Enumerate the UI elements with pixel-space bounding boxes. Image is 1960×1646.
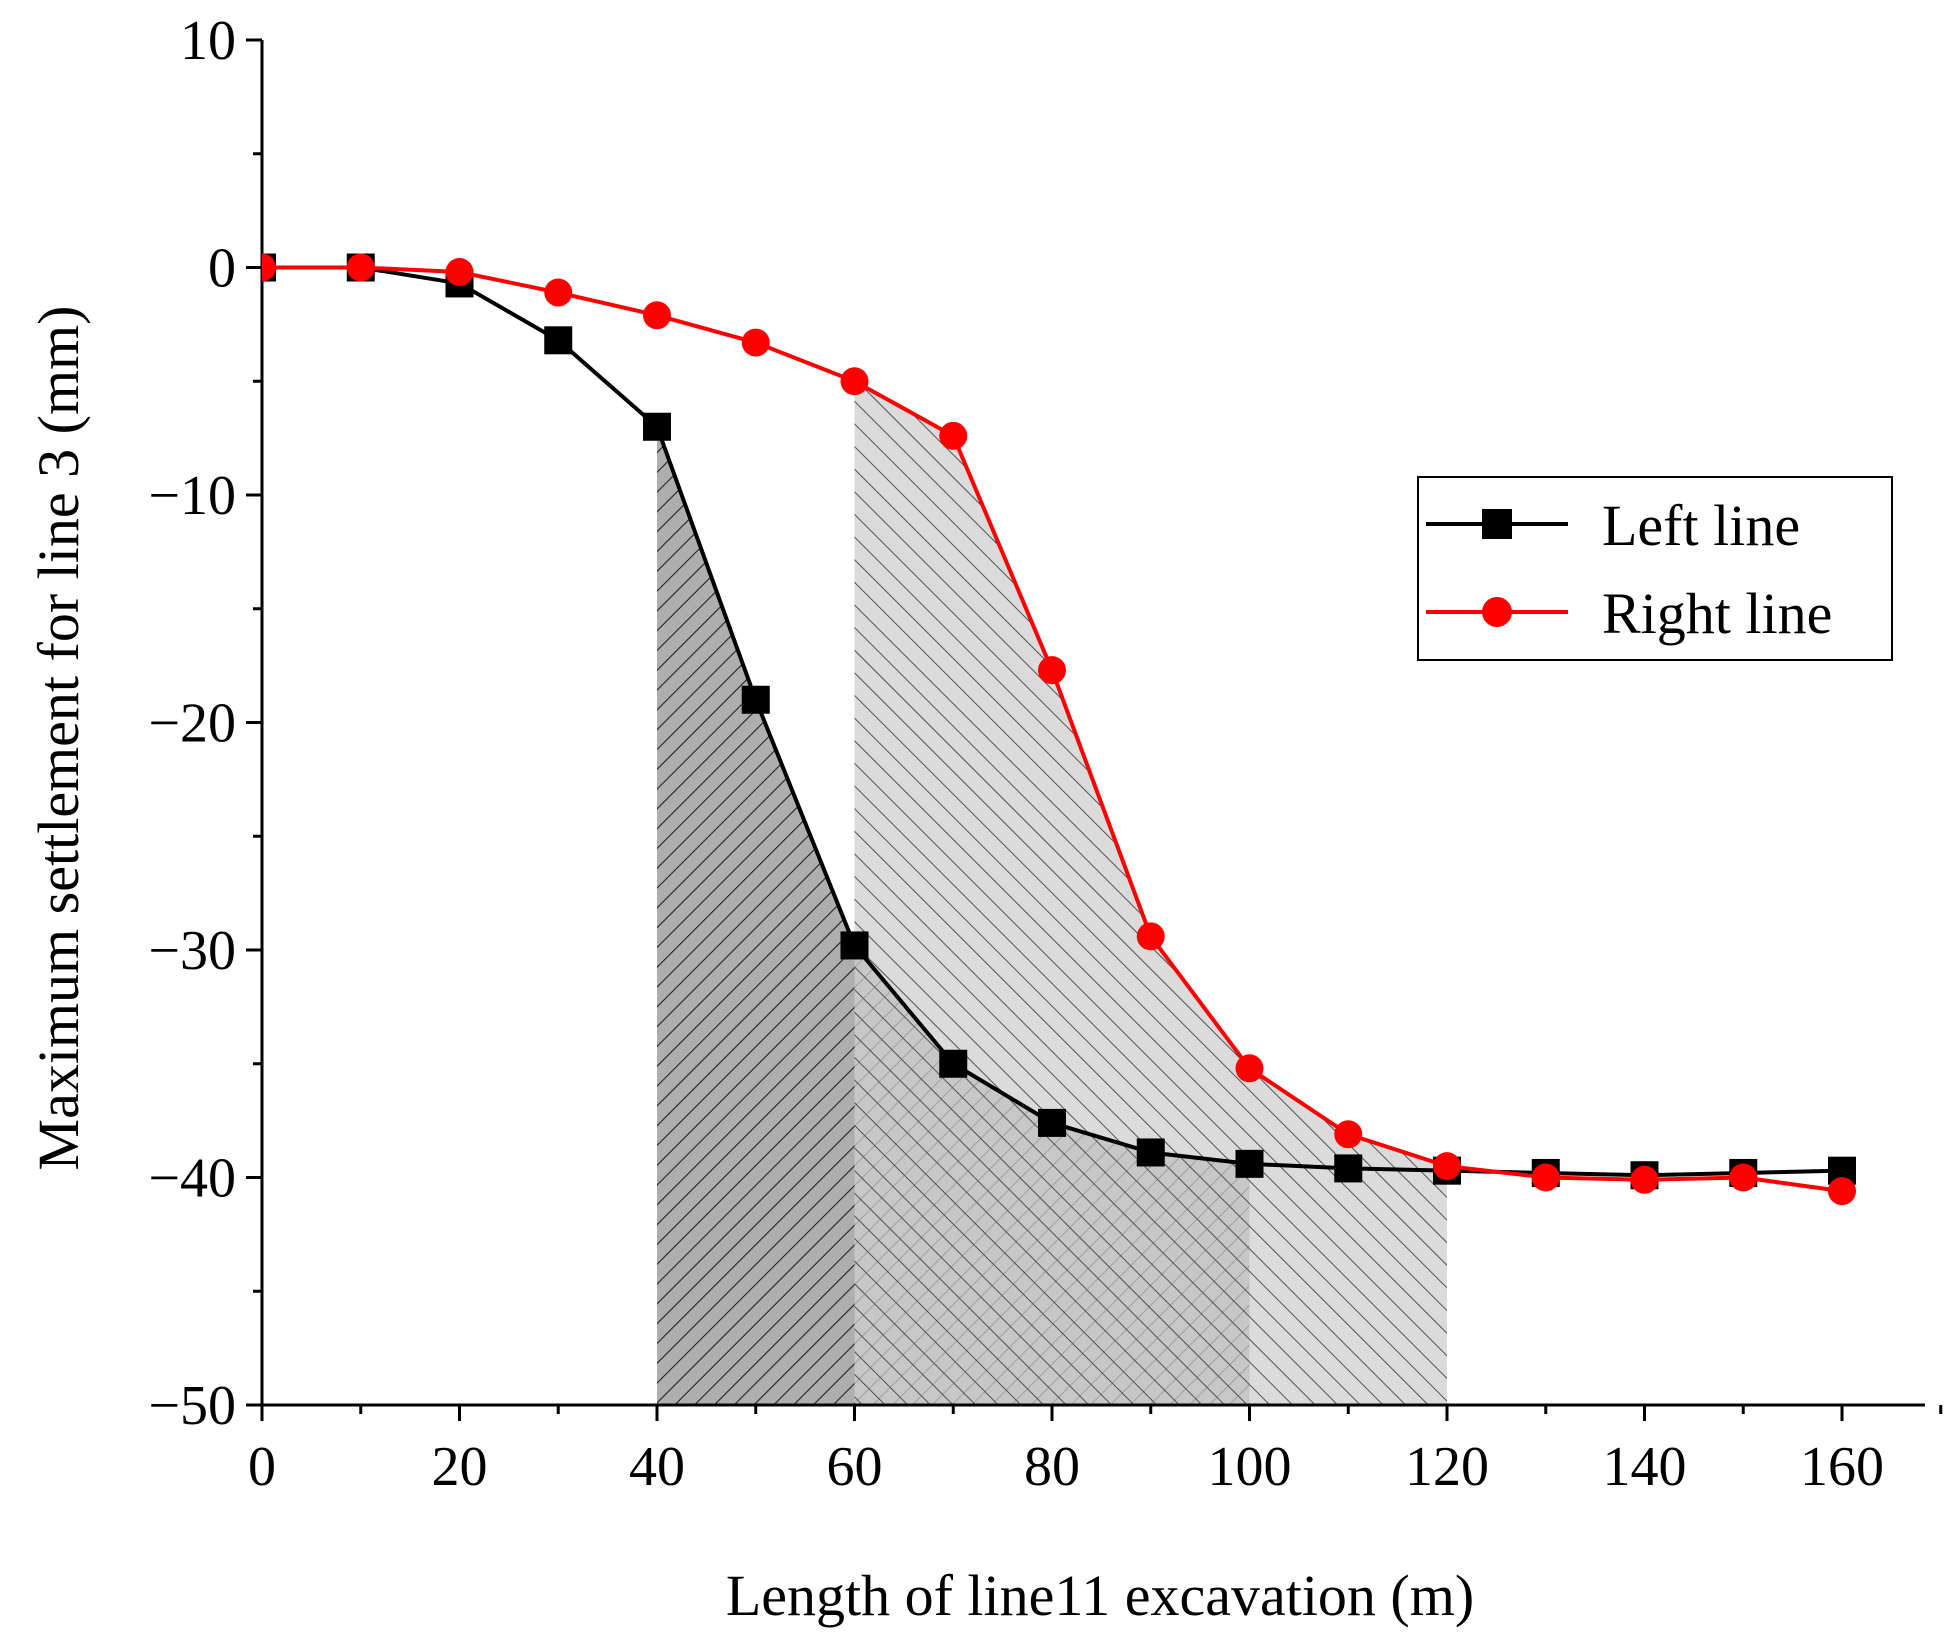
series-right-line [262,253,1856,1206]
x-tick-label: 160 [1800,1436,1884,1498]
shaded-regions [657,381,1447,1405]
y-tick-label: −10 [148,465,236,527]
data-point-circle [1334,1120,1363,1149]
data-point-square [1334,1154,1363,1183]
data-point-circle [1729,1163,1758,1192]
data-point-circle [1433,1152,1461,1181]
data-point-circle [1531,1163,1560,1192]
data-point-circle [262,253,276,282]
legend-marker-square [1482,509,1512,539]
x-tick-label: 100 [1208,1436,1292,1498]
x-tick-label: 40 [629,1436,685,1498]
data-point-circle [939,421,968,450]
data-point-square [939,1049,968,1078]
hatch-region-2 [854,381,1447,1405]
series-layer [262,253,1856,1206]
data-point-square [840,931,869,960]
y-tick-label: −50 [148,1375,236,1437]
x-tick-label: 140 [1603,1436,1687,1498]
y-tick-label: −40 [148,1148,236,1210]
data-point-square [741,685,770,714]
x-tick-label: 20 [432,1436,488,1498]
data-point-circle [1235,1054,1264,1083]
data-point-square [1136,1138,1165,1167]
y-tick-label: 0 [208,238,236,300]
data-point-square [544,326,573,355]
data-point-circle [741,328,770,357]
data-point-circle [1136,922,1165,951]
data-point-square [1235,1149,1264,1178]
data-point-circle [544,278,573,307]
legend-item-left-line: Left line [1426,493,1800,558]
data-point-square [643,412,671,441]
data-point-square [1038,1108,1066,1137]
y-axis-title: Maximum settlement for line 3 (mm) [26,306,91,1171]
data-point-circle [643,301,671,330]
x-tick-label: 60 [827,1436,883,1498]
x-axis-title: Length of line11 excavation (m) [726,1563,1474,1628]
x-tick-label: 0 [248,1436,276,1498]
x-tick-label: 80 [1024,1436,1080,1498]
data-point-circle [1038,656,1066,685]
legend-marker-circle [1482,597,1512,627]
data-point-circle [346,253,375,282]
data-point-circle [1630,1165,1659,1194]
x-tick-label: 120 [1405,1436,1489,1498]
y-tick-label: −20 [148,693,236,755]
y-tick-label: −30 [148,920,236,982]
data-point-circle [1828,1177,1856,1206]
legend-label-right-line: Right line [1602,581,1832,646]
legend: Left line Right line [1417,476,1893,661]
legend-label-left-line: Left line [1602,493,1800,558]
legend-item-right-line: Right line [1426,581,1832,646]
legend-box [1417,476,1893,661]
y-tick-label: 10 [180,10,236,72]
data-point-circle [840,367,869,396]
data-point-circle [445,258,474,287]
